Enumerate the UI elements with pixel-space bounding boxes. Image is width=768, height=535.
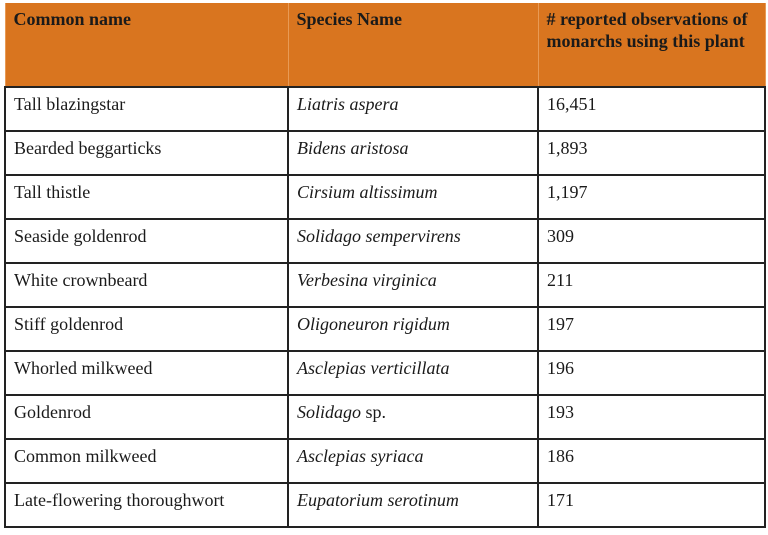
species-name-cell: Asclepias syriaca <box>287 438 539 484</box>
species-name-cell: Bidens aristosa <box>287 130 539 176</box>
species-name-cell: Oligoneuron rigidum <box>287 306 539 352</box>
table-row: Common milkweed Asclepias syriaca 186 <box>4 438 766 484</box>
species-italic: Asclepias verticillata <box>297 358 450 378</box>
observations-cell: 309 <box>537 218 766 264</box>
species-italic: Solidago sempervirens <box>297 226 461 246</box>
species-name-cell: Solidago sp. <box>287 394 539 440</box>
species-plain: sp. <box>361 402 387 422</box>
header-observations: # reported observations of monarchs usin… <box>537 3 766 87</box>
species-name-cell: Liatris aspera <box>287 86 539 132</box>
observations-cell: 1,893 <box>537 130 766 176</box>
table-row: White crownbeard Verbesina virginica 211 <box>4 262 766 308</box>
common-name-cell: Stiff goldenrod <box>4 306 289 352</box>
species-name-cell: Asclepias verticillata <box>287 350 539 396</box>
species-name-cell: Solidago sempervirens <box>287 218 539 264</box>
table-row: Goldenrod Solidago sp. 193 <box>4 394 766 440</box>
species-italic: Oligoneuron rigidum <box>297 314 450 334</box>
common-name-cell: Bearded beggarticks <box>4 130 289 176</box>
monarch-plants-table: Common name Species Name # reported obse… <box>4 3 766 528</box>
common-name-cell: Late-flowering thoroughwort <box>4 482 289 528</box>
observations-cell: 1,197 <box>537 174 766 220</box>
species-name-cell: Eupatorium serotinum <box>287 482 539 528</box>
species-name-cell: Cirsium altissimum <box>287 174 539 220</box>
common-name-cell: Tall blazingstar <box>4 86 289 132</box>
common-name-cell: Common milkweed <box>4 438 289 484</box>
common-name-cell: Whorled milkweed <box>4 350 289 396</box>
table-row: Seaside goldenrod Solidago sempervirens 30… <box>4 218 766 264</box>
observations-cell: 211 <box>537 262 766 308</box>
species-italic: Solidago <box>297 402 362 422</box>
common-name-cell: White crownbeard <box>4 262 289 308</box>
table-row: Tall blazingstar Liatris aspera 16,451 <box>4 86 766 132</box>
common-name-cell: Goldenrod <box>4 394 289 440</box>
table-row: Stiff goldenrod Oligoneuron rigidum 197 <box>4 306 766 352</box>
species-name-cell: Verbesina virginica <box>287 262 539 308</box>
observations-cell: 16,451 <box>537 86 766 132</box>
species-italic: Liatris aspera <box>297 94 399 114</box>
table-row: Tall thistle Cirsium altissimum 1,197 <box>4 174 766 220</box>
table-row: Late-flowering thoroughwort Eupatorium se… <box>4 482 766 528</box>
table-row: Bearded beggarticks Bidens aristosa 1,893 <box>4 130 766 176</box>
observations-cell: 171 <box>537 482 766 528</box>
header-species-name: Species Name <box>287 3 539 87</box>
species-italic: Verbesina virginica <box>297 270 437 290</box>
observations-cell: 197 <box>537 306 766 352</box>
species-italic: Bidens aristosa <box>297 138 409 158</box>
observations-cell: 196 <box>537 350 766 396</box>
species-italic: Eupatorium serotinum <box>297 490 459 510</box>
header-common-name: Common name <box>4 3 289 87</box>
observations-cell: 186 <box>537 438 766 484</box>
table-row: Whorled milkweed Asclepias verticillata 19… <box>4 350 766 396</box>
common-name-cell: Tall thistle <box>4 174 289 220</box>
header-row: Common name Species Name # reported obse… <box>4 3 766 87</box>
common-name-cell: Seaside goldenrod <box>4 218 289 264</box>
observations-cell: 193 <box>537 394 766 440</box>
species-italic: Cirsium altissimum <box>297 182 438 202</box>
species-italic: Asclepias syriaca <box>297 446 424 466</box>
